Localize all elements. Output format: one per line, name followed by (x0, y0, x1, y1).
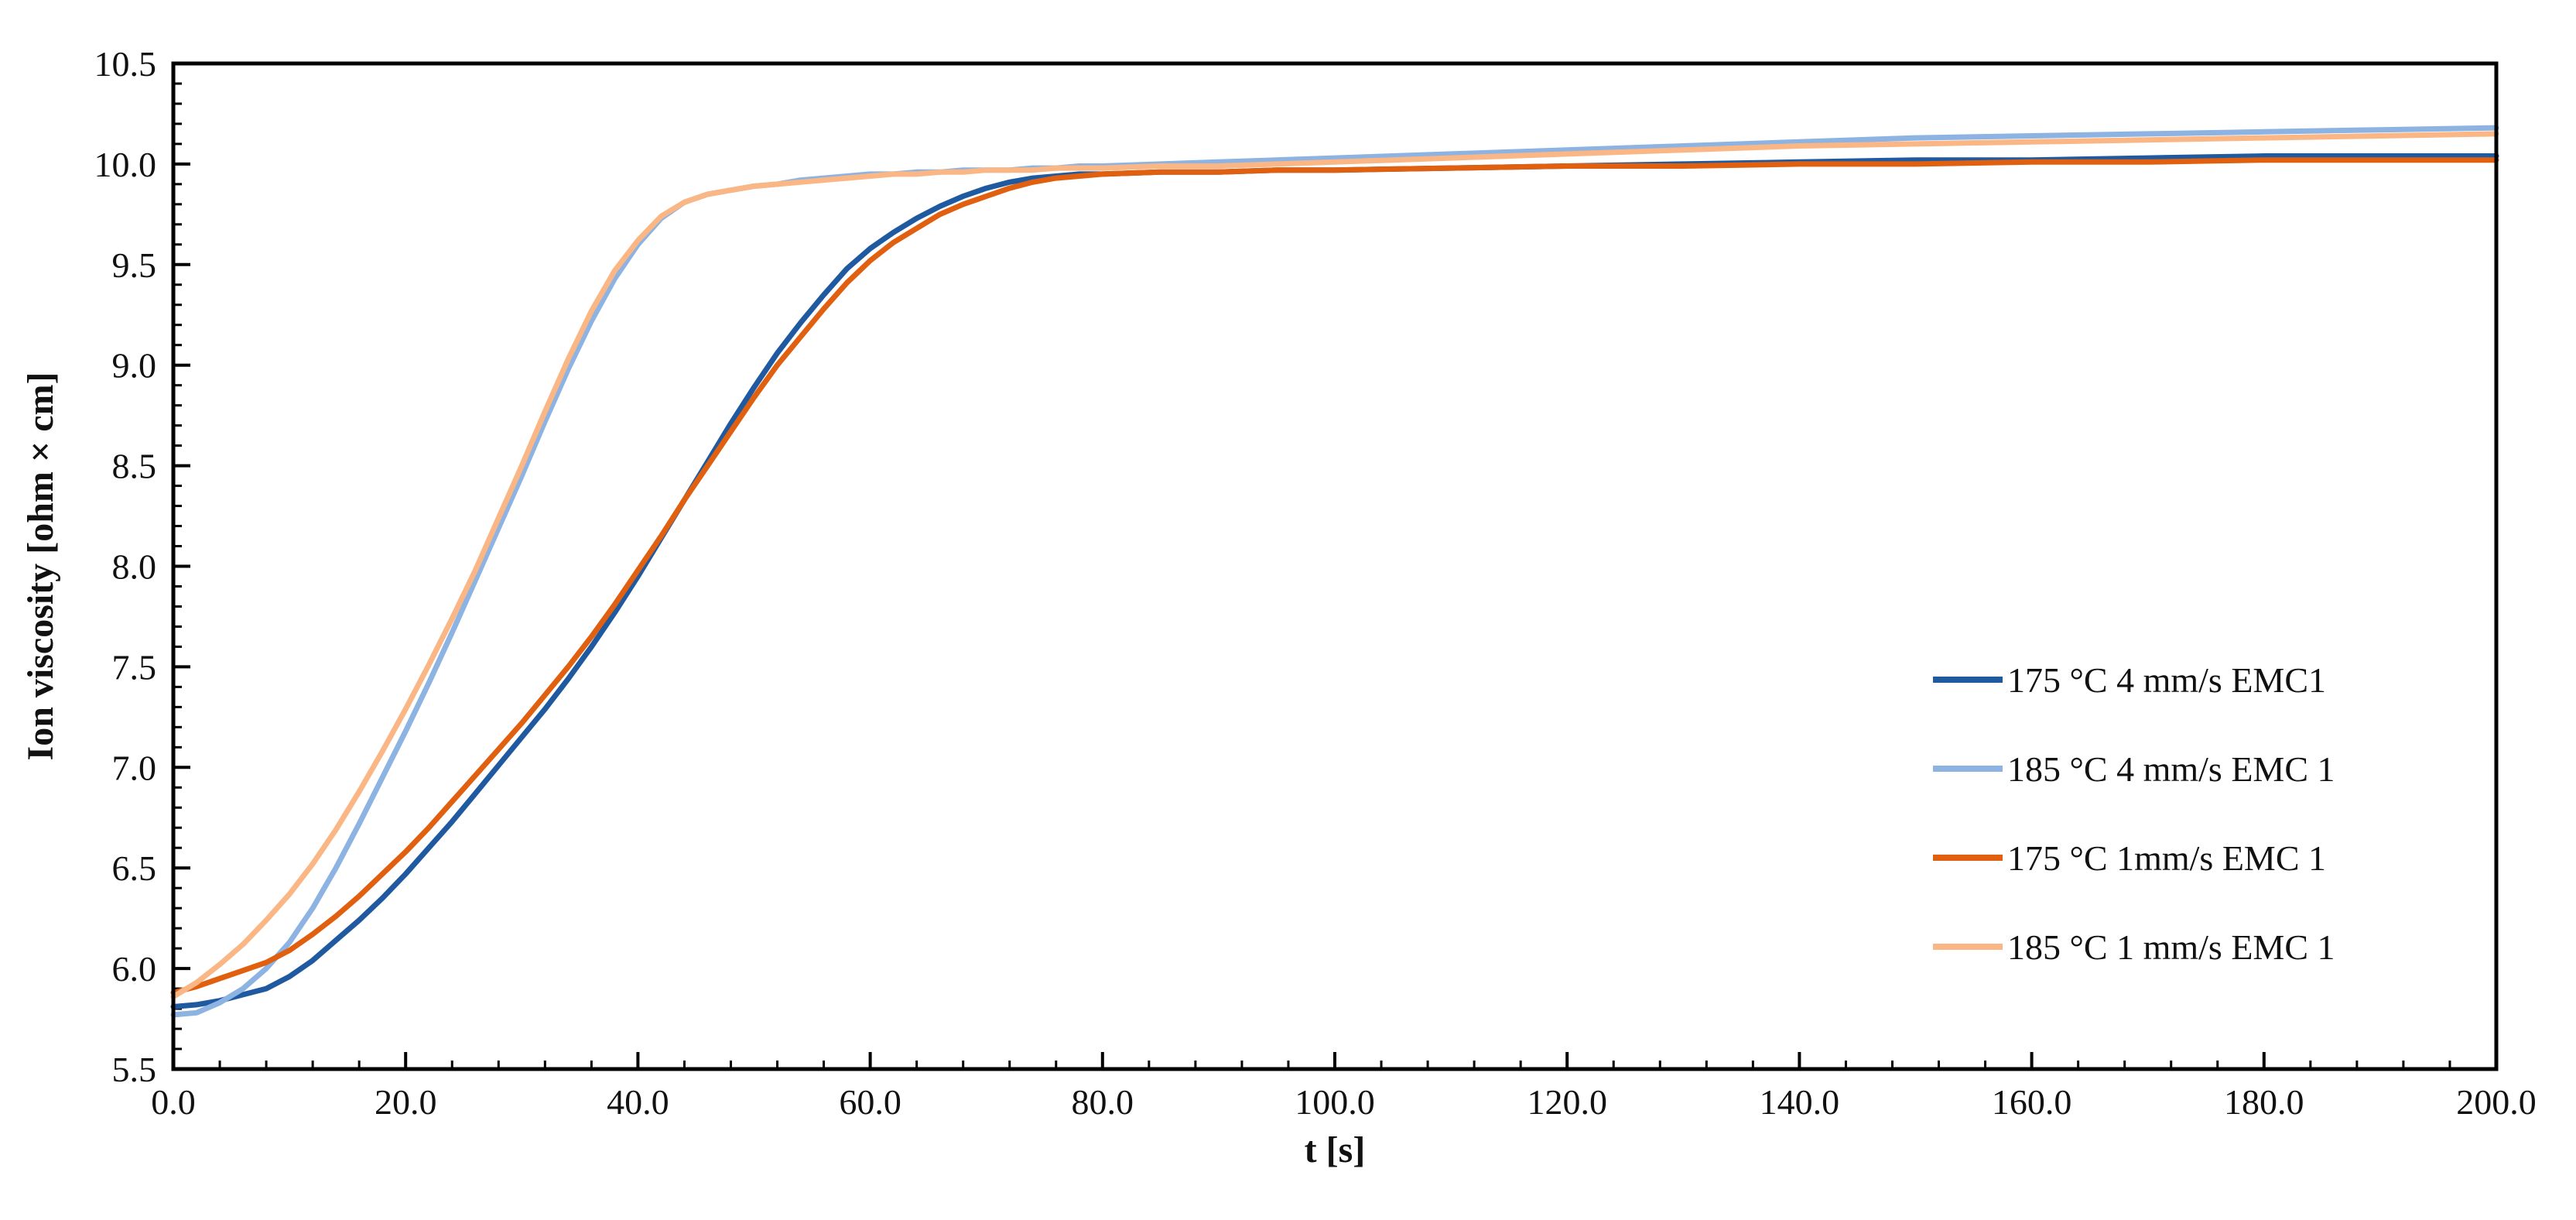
x-tick-label: 0.0 (151, 1082, 196, 1122)
x-tick-label: 60.0 (839, 1082, 901, 1122)
series-line-1 (170, 153, 2499, 1009)
x-axis-title: t [s] (1305, 1129, 1366, 1170)
legend: 175 °C 4 mm/s EMC1 185 °C 4 mm/s EMC 1 175… (1933, 660, 2335, 967)
x-tick-label: 40.0 (607, 1082, 669, 1122)
y-tick-label: 7.5 (112, 647, 157, 687)
x-tick-label: 20.0 (375, 1082, 437, 1122)
legend-label-3: 175 °C 1mm/s EMC 1 (2007, 838, 2326, 878)
x-tick-label: 140.0 (1760, 1082, 1840, 1122)
legend-label-2: 185 °C 4 mm/s EMC 1 (2007, 749, 2335, 789)
legend-label-4: 185 °C 1 mm/s EMC 1 (2007, 927, 2335, 967)
y-axis-title: Ion viscosity [ohm × cm] (20, 372, 61, 761)
x-tick-label: 180.0 (2224, 1082, 2304, 1122)
y-tick-label: 10.5 (94, 44, 157, 84)
y-tick-label: 9.5 (112, 245, 157, 285)
y-tick-label: 6.5 (112, 848, 157, 888)
x-axis-ticks: 0.0 20.0 40.0 60.0 80.0 100.0 120.0 140.0 160.0 1… (151, 1052, 2537, 1122)
y-axis-ticks: 5.5 6.0 6.5 7.0 7.5 8.0 8.5 9.0 9.5 10.0 10.5 (94, 44, 190, 1089)
series-line-2 (170, 125, 2499, 1018)
y-tick-label: 9.0 (112, 346, 157, 386)
y-tick-label: 8.5 (112, 447, 157, 486)
series-layer (170, 125, 2499, 1018)
x-tick-label: 120.0 (1527, 1082, 1607, 1122)
plot-frame (171, 61, 2499, 1071)
y-tick-label: 8.0 (112, 547, 157, 587)
x-tick-label: 100.0 (1295, 1082, 1375, 1122)
x-tick-label: 160.0 (1992, 1082, 2072, 1122)
series-line-3 (170, 157, 2499, 996)
series-line-4 (170, 131, 2499, 999)
y-tick-label: 7.0 (112, 748, 157, 787)
y-tick-label: 10.0 (94, 145, 157, 184)
x-tick-label: 200.0 (2456, 1082, 2537, 1122)
x-tick-label: 80.0 (1072, 1082, 1134, 1122)
y-tick-label: 6.0 (112, 949, 157, 989)
y-tick-label: 5.5 (112, 1050, 157, 1089)
legend-label-1: 175 °C 4 mm/s EMC1 (2007, 660, 2326, 700)
